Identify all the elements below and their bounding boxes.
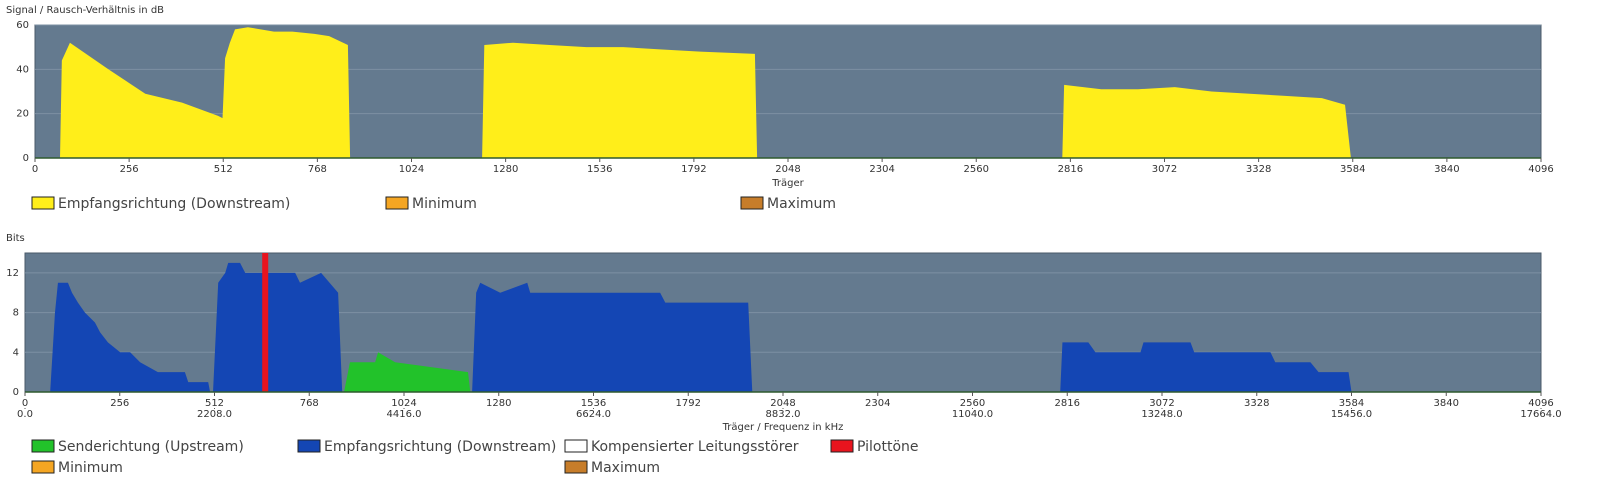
legend-swatch bbox=[297, 439, 321, 453]
x-tick-label: 512 bbox=[205, 398, 224, 409]
x-tick-label: 256 bbox=[110, 398, 129, 409]
area bbox=[35, 27, 1541, 158]
x-tick-label: 3584 bbox=[1340, 164, 1365, 175]
x-tick-label: 0 bbox=[32, 164, 38, 175]
area bbox=[25, 262, 1541, 392]
legend-swatch bbox=[564, 439, 588, 453]
x-tick-label: 256 bbox=[120, 164, 139, 175]
x-tick-label: 1024 bbox=[391, 398, 416, 409]
legend-label: Minimum bbox=[412, 196, 477, 212]
x-tick-label: 2048 bbox=[775, 164, 800, 175]
x-tick-label: 3072 bbox=[1149, 398, 1174, 409]
legend-label: Minimum bbox=[58, 460, 123, 476]
legend-label: Kompensierter Leitungsstörer bbox=[591, 439, 799, 455]
legend-swatch bbox=[564, 460, 588, 474]
legend-label: Empfangsrichtung (Downstream) bbox=[324, 439, 556, 455]
legend-swatch bbox=[31, 460, 55, 474]
y-axis-label: Signal / Rausch-Verhältnis in dB bbox=[6, 5, 164, 16]
x-tick-label: 1024 bbox=[399, 164, 424, 175]
y-tick-label: 4 bbox=[13, 347, 19, 358]
x-tick-label: 2304 bbox=[869, 164, 894, 175]
legend-label: Empfangsrichtung (Downstream) bbox=[58, 196, 290, 212]
x2-tick-label: 6624.0 bbox=[576, 409, 611, 420]
x-tick-label: 512 bbox=[214, 164, 233, 175]
y-tick-label: 0 bbox=[23, 153, 29, 164]
legend-swatch bbox=[740, 196, 764, 210]
y-axis-label: Bits bbox=[6, 233, 25, 244]
x-tick-label: 2048 bbox=[770, 398, 795, 409]
legend-swatch bbox=[830, 439, 854, 453]
legend-label: Pilottöne bbox=[857, 439, 919, 455]
x2-tick-label: 0.0 bbox=[17, 409, 33, 420]
y-tick-label: 0 bbox=[13, 387, 19, 398]
x2-tick-label: 17664.0 bbox=[1520, 409, 1561, 420]
x-axis-label: Träger / Frequenz in kHz bbox=[722, 422, 844, 433]
x2-tick-label: 15456.0 bbox=[1331, 409, 1372, 420]
x-tick-label: 0 bbox=[22, 398, 28, 409]
x-tick-label: 4096 bbox=[1528, 164, 1553, 175]
x-tick-label: 1536 bbox=[581, 398, 606, 409]
x-tick-label: 768 bbox=[308, 164, 327, 175]
legend-swatch bbox=[31, 439, 55, 453]
y-tick-label: 12 bbox=[6, 268, 19, 279]
legend-label: Maximum bbox=[591, 460, 660, 476]
x-tick-label: 1792 bbox=[681, 164, 706, 175]
x2-tick-label: 2208.0 bbox=[197, 409, 232, 420]
x-tick-label: 2560 bbox=[964, 164, 989, 175]
x-tick-label: 2816 bbox=[1058, 164, 1083, 175]
x-tick-label: 1280 bbox=[493, 164, 518, 175]
legend-label: Senderichtung (Upstream) bbox=[58, 439, 244, 455]
y-tick-label: 20 bbox=[16, 109, 29, 120]
legend-label: Maximum bbox=[767, 196, 836, 212]
x-tick-label: 3584 bbox=[1339, 398, 1364, 409]
y-tick-label: 60 bbox=[16, 20, 29, 31]
x-tick-label: 768 bbox=[300, 398, 319, 409]
x2-tick-label: 13248.0 bbox=[1141, 409, 1182, 420]
x2-tick-label: 4416.0 bbox=[387, 409, 422, 420]
x-tick-label: 2560 bbox=[960, 398, 985, 409]
x-tick-label: 4096 bbox=[1528, 398, 1553, 409]
x-tick-label: 3328 bbox=[1246, 164, 1271, 175]
x-tick-label: 3840 bbox=[1434, 164, 1459, 175]
legend-swatch bbox=[385, 196, 409, 210]
x-tick-label: 2304 bbox=[865, 398, 890, 409]
x-tick-label: 2816 bbox=[1055, 398, 1080, 409]
x-axis-label: Träger bbox=[771, 178, 804, 189]
x2-tick-label: 11040.0 bbox=[952, 409, 993, 420]
x-tick-label: 3840 bbox=[1434, 398, 1459, 409]
legend-swatch bbox=[31, 196, 55, 210]
x-tick-label: 3072 bbox=[1152, 164, 1177, 175]
x-tick-label: 3328 bbox=[1244, 398, 1269, 409]
x-tick-label: 1280 bbox=[486, 398, 511, 409]
x2-tick-label: 8832.0 bbox=[766, 409, 801, 420]
y-tick-label: 40 bbox=[16, 64, 29, 75]
pilot-tone bbox=[262, 253, 269, 392]
y-tick-label: 8 bbox=[13, 308, 19, 319]
x-tick-label: 1536 bbox=[587, 164, 612, 175]
x-tick-label: 1792 bbox=[676, 398, 701, 409]
area bbox=[344, 352, 471, 392]
